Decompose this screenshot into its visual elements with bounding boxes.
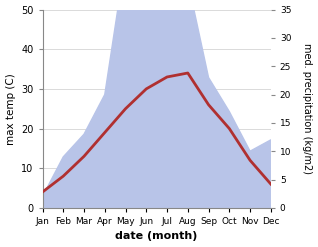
- X-axis label: date (month): date (month): [115, 231, 198, 242]
- Y-axis label: med. precipitation (kg/m2): med. precipitation (kg/m2): [302, 43, 313, 174]
- Y-axis label: max temp (C): max temp (C): [5, 73, 16, 144]
